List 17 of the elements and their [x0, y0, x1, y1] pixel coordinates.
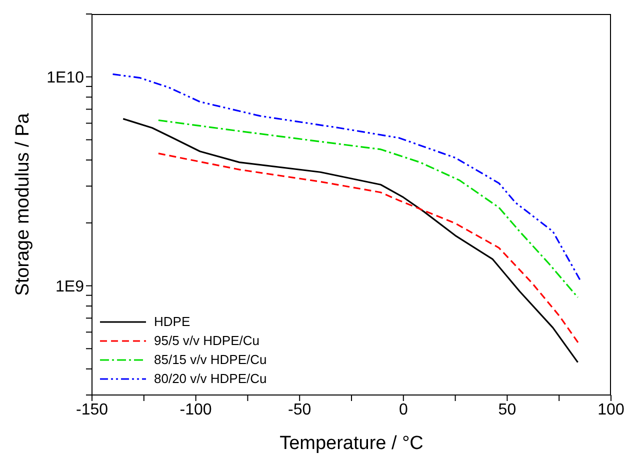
x-axis-title: Temperature / °C: [280, 433, 424, 454]
x-tick-label: 50: [498, 401, 516, 418]
x-tick-label: 0: [398, 401, 408, 418]
legend-label: 85/15 v/v HDPE/Cu: [154, 351, 267, 369]
y-axis-title: Storage modulus / Pa: [12, 112, 34, 296]
y-tick-label: 1E9: [56, 278, 84, 296]
legend-label: HDPE: [154, 313, 190, 331]
y-tick-label: 1E10: [46, 70, 84, 87]
x-tick-label: -50: [288, 401, 312, 418]
legend-label: 95/5 v/v HDPE/Cu: [154, 332, 260, 350]
line-series: [122, 118, 579, 364]
line-series: [158, 119, 579, 298]
x-tick-label: -100: [180, 401, 212, 418]
x-tick-label: 100: [598, 401, 624, 418]
x-tick-label: -150: [76, 401, 108, 418]
line-series: [112, 73, 581, 280]
legend-label: 80/20 v/v HDPE/Cu: [154, 370, 267, 388]
